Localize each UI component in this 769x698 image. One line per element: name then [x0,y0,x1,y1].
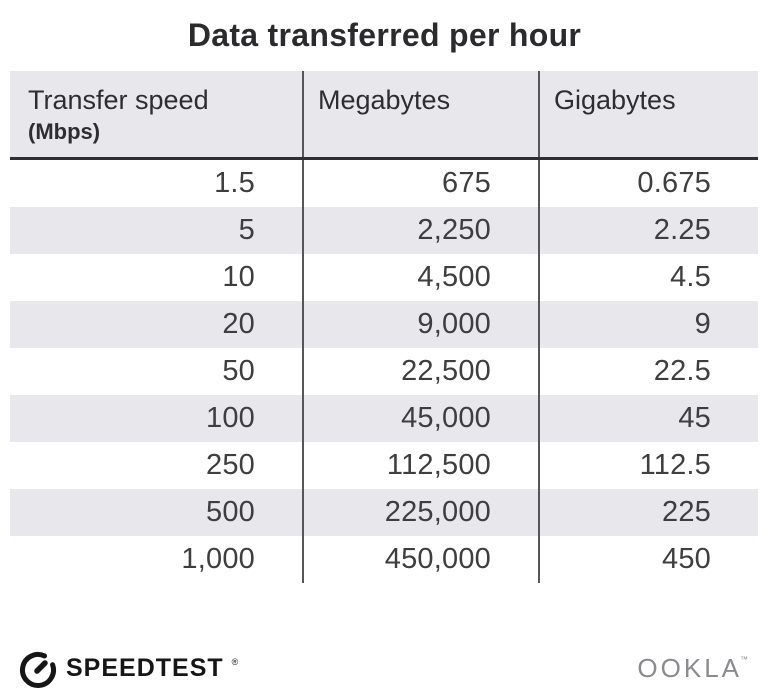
table-cell: 45,000 [302,395,538,442]
page-title: Data transferred per hour [187,17,582,53]
table-row: 1.5 675 0.675 [10,160,758,207]
table-cell: 2.25 [538,207,758,254]
table-row: 50 22,500 22.5 [10,348,758,395]
table-cell: 4,500 [302,254,538,301]
table-cell: 4.5 [538,254,758,301]
table-cell: 1.5 [214,167,255,199]
trademark-mark: ™ [740,654,751,664]
table-row: 500 225,000 225 [10,489,758,536]
registered-trademark-mark: ® [231,657,239,667]
speedtest-logo: SPEEDTEST ® [18,647,238,689]
table-row: 20 9,000 9 [10,301,758,348]
table-cell: 1,000 [181,543,255,575]
table-cell: 675 [302,160,538,207]
column-header-transfer-speed: Transfer speed (Mbps) [10,71,302,157]
table-cell: 22.5 [538,348,758,395]
table-cell: 225 [538,489,758,536]
table-cell: 20 [222,308,255,340]
data-table: Transfer speed (Mbps) Megabytes Gigabyte… [10,71,758,583]
column-header-gigabytes: Gigabytes [538,71,758,157]
column-header-label: Gigabytes [554,85,676,115]
table-cell: 45 [538,395,758,442]
column-header-label: Megabytes [318,85,451,115]
speedtest-gauge-icon [20,652,56,688]
table-header: Transfer speed (Mbps) Megabytes Gigabyte… [10,71,758,160]
table-cell: 112,500 [302,442,538,489]
table-row: 1,000 450,000 450 [10,536,758,583]
table-cell: 100 [206,402,255,434]
table-cell: 450,000 [302,536,538,583]
table-row: 100 45,000 45 [10,395,758,442]
table-row: 5 2,250 2.25 [10,207,758,254]
table-cell: 5 [238,214,255,246]
ookla-wordmark: OOKLA [637,652,742,683]
table-row: 250 112,500 112.5 [10,442,758,489]
footer: SPEEDTEST ® OOKLA ™ [18,646,753,690]
table-cell: 9 [538,301,758,348]
table-cell: 450 [538,536,758,583]
table-cell: 10 [222,261,255,293]
table-cell: 22,500 [302,348,538,395]
column-header-label: Transfer speed [28,85,209,115]
table-body: 1.5 675 0.675 5 2,250 2.25 10 4,500 4.5 20 9,000 9 5… [10,160,758,583]
table-cell: 0.675 [538,160,758,207]
table-cell: 50 [222,355,255,387]
column-header-megabytes: Megabytes [302,71,538,157]
speedtest-wordmark: SPEEDTEST [66,653,224,682]
column-header-unit: (Mbps) [28,119,101,145]
table-cell: 9,000 [302,301,538,348]
table-cell: 2,250 [302,207,538,254]
table-row: 10 4,500 4.5 [10,254,758,301]
table-cell: 112.5 [538,442,758,489]
table-cell: 500 [206,496,255,528]
table-cell: 225,000 [302,489,538,536]
ookla-logo: OOKLA ™ [637,653,753,684]
table-cell: 250 [206,449,255,481]
